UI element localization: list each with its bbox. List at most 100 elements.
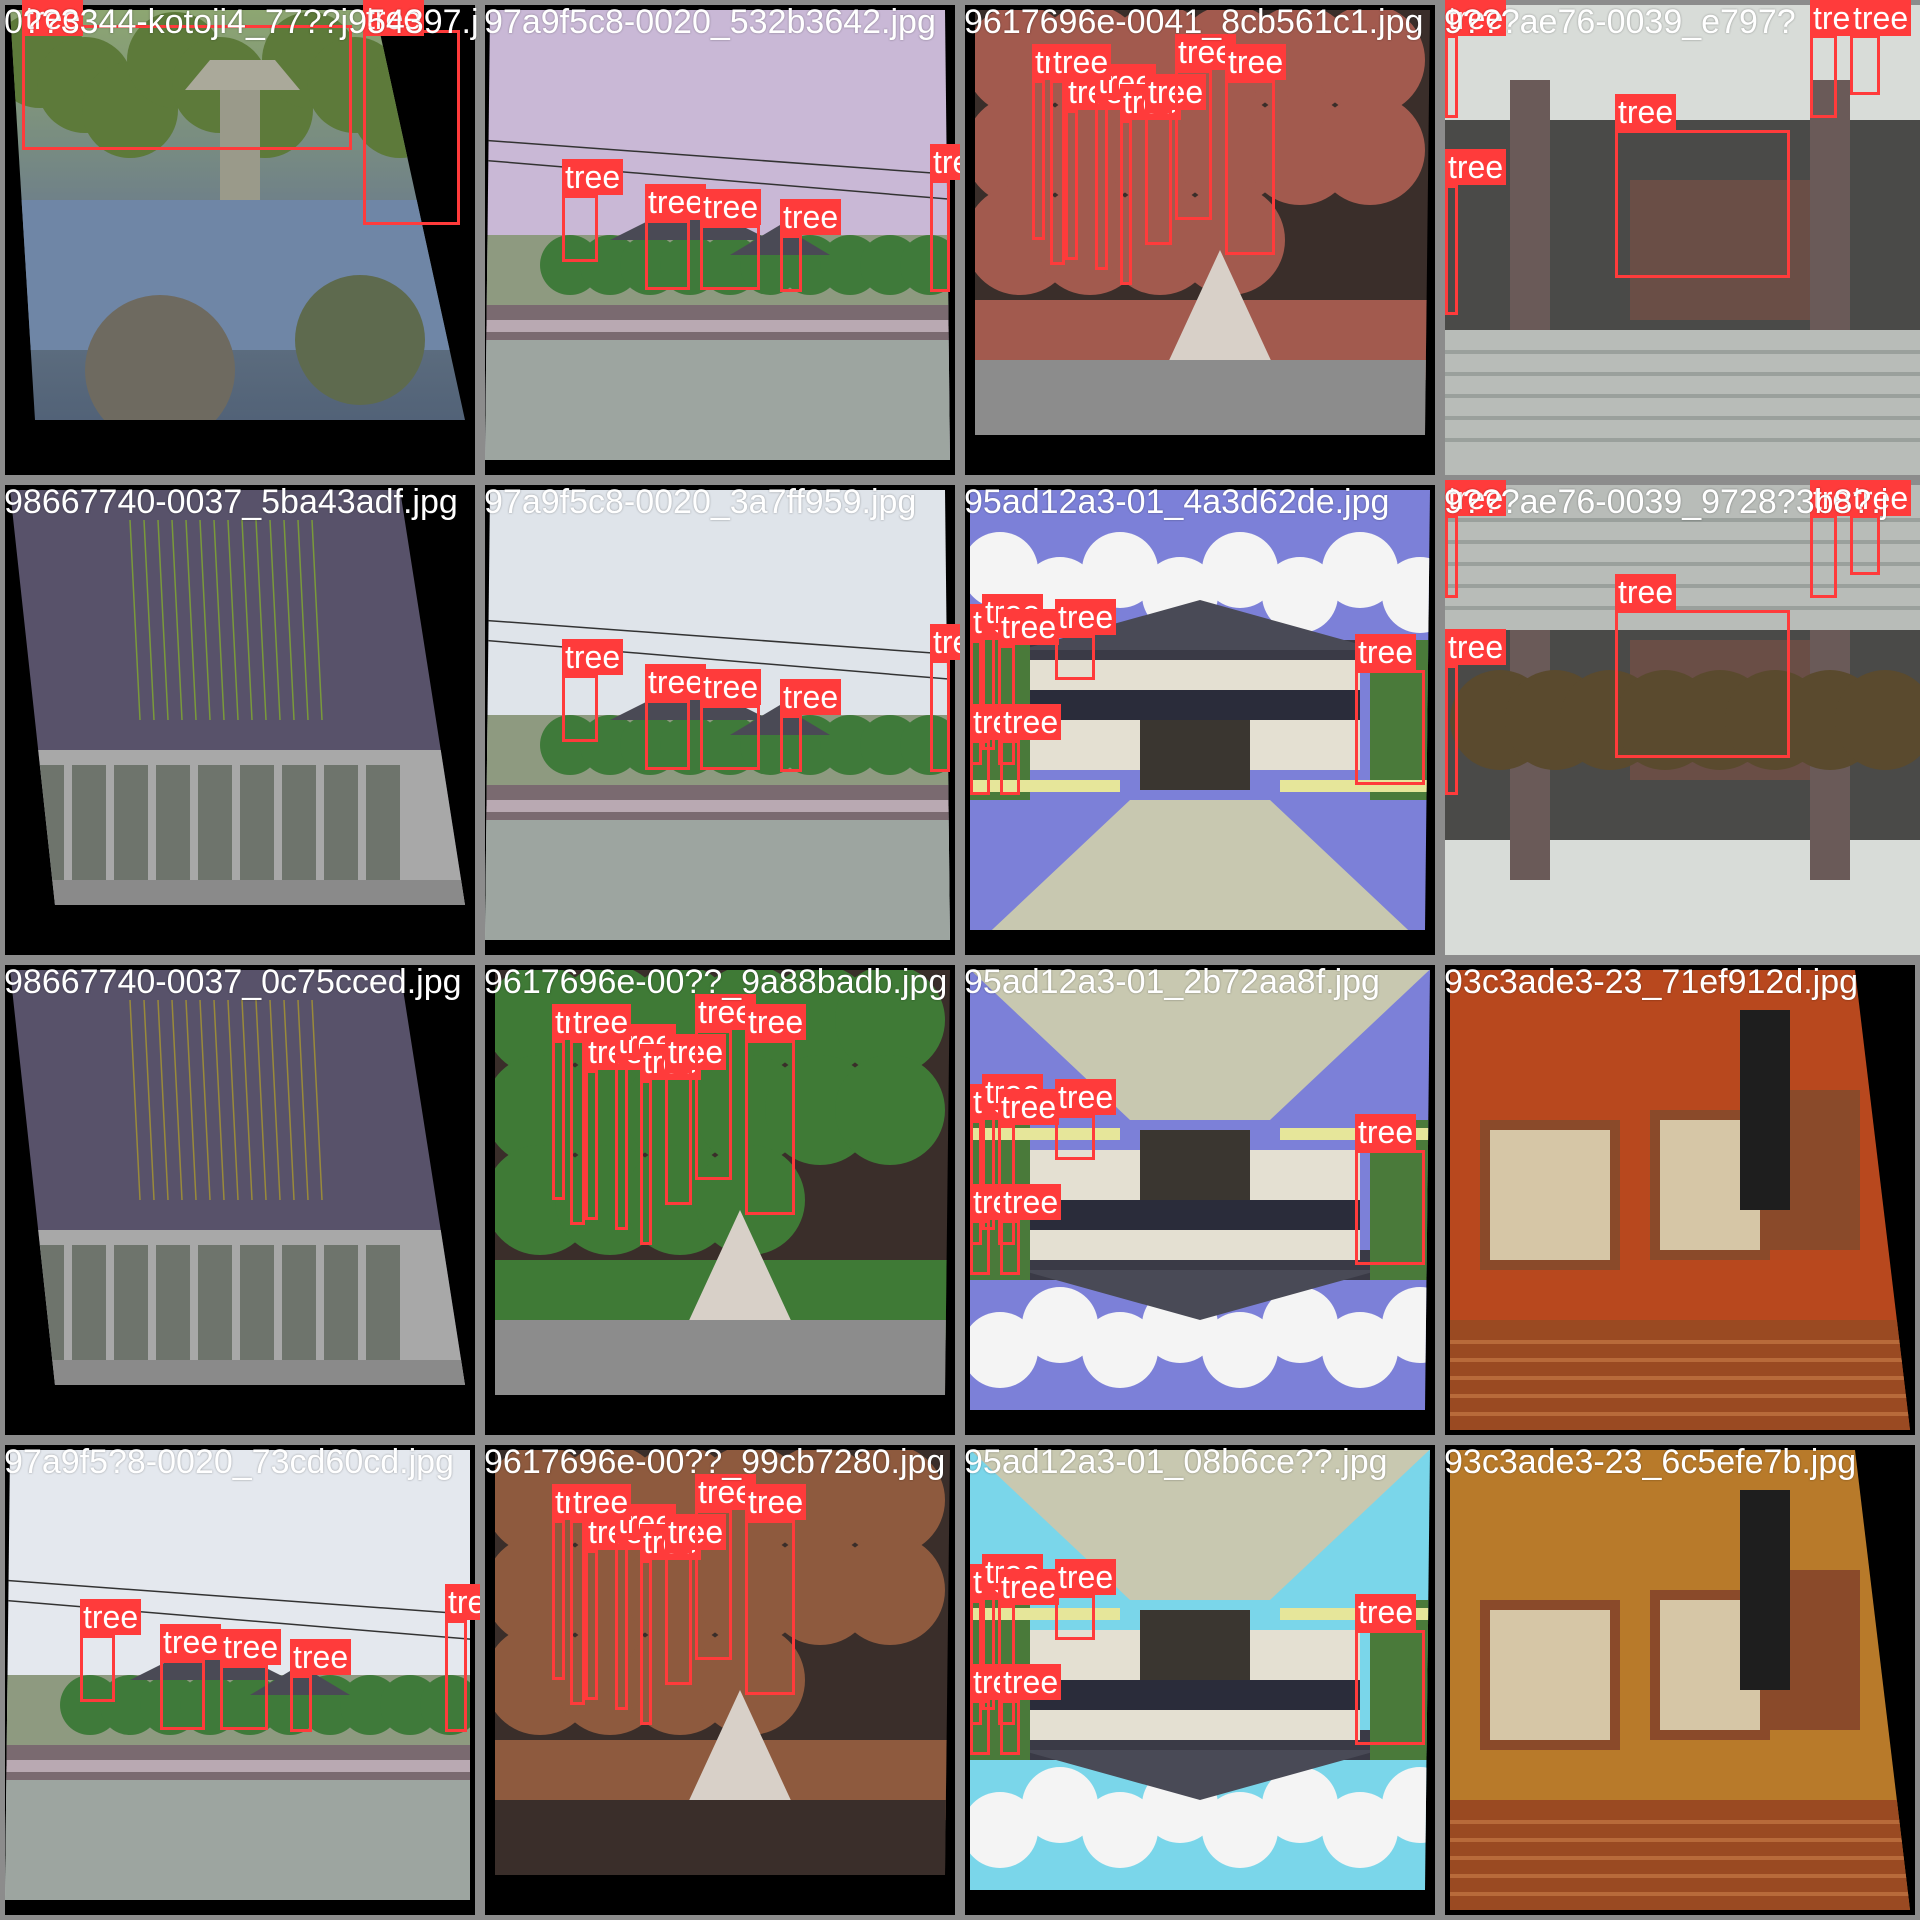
detection-label: tree: [562, 159, 624, 195]
tile-filename: 9617696e-00??_9a88badb.jpg: [484, 963, 948, 1001]
detection-box: [615, 1540, 628, 1710]
tile-photo: [1445, 5, 1920, 475]
detection-label: tree: [1355, 634, 1417, 670]
detection-box: [970, 1700, 990, 1755]
detection-box: [970, 1120, 982, 1245]
tile-filename: 97a9f5c8-0020_532b3642.jpg: [484, 3, 936, 41]
tile-photo: [1445, 485, 1920, 955]
detection-label: tree: [1055, 1559, 1117, 1595]
mosaic-tile: treetreetreetreetreetreetree95ad12a3-01_…: [960, 960, 1440, 1440]
detection-box: [695, 1510, 732, 1660]
detection-box: [700, 705, 760, 770]
detection-label: tree: [1850, 0, 1912, 36]
tile-filename: 98667740-0037_5ba43adf.jpg: [4, 483, 458, 521]
detection-box: [745, 1040, 795, 1215]
detection-box: [1810, 515, 1837, 598]
tile-filename: 9???ae76-0039_9728?3b8?.j: [1444, 483, 1889, 521]
detection-box: [1000, 1700, 1020, 1755]
detection-box: [1445, 35, 1458, 118]
detection-box: [1095, 100, 1108, 270]
detection-box: [1055, 1595, 1095, 1640]
detection-label: tree: [745, 1484, 807, 1520]
tile-photo: [1445, 965, 1915, 1435]
detection-box: [615, 1060, 628, 1230]
detection-box: [1810, 35, 1837, 118]
detection-box: [930, 660, 950, 772]
detection-label: tree: [1000, 704, 1062, 740]
detection-label: tree: [998, 1089, 1060, 1125]
detection-label: tree: [1445, 149, 1507, 185]
detection-box: [1000, 740, 1020, 795]
detection-label: tree: [930, 144, 960, 180]
detection-box: [645, 700, 690, 770]
detection-box: [780, 715, 802, 772]
tile-filename: 97a9f5?8-0020_73cd60cd.jpg: [4, 1443, 454, 1481]
tile-photo: [485, 485, 955, 955]
detection-label: tree: [220, 1629, 282, 1665]
detection-box: [570, 1520, 585, 1705]
detection-box: [745, 1520, 795, 1695]
detection-box: [930, 180, 950, 292]
mosaic-tile: treetreetreetreetreetreetreetree9617696e…: [960, 0, 1440, 480]
detection-box: [1032, 80, 1045, 240]
detection-box: [1355, 670, 1425, 785]
detection-box: [700, 225, 760, 290]
mosaic-tile: treetreetreetreetreetreetree95ad12a3-01_…: [960, 480, 1440, 960]
detection-label: tree: [998, 609, 1060, 645]
mosaic-tile: treetreetreetreetree97a9f5c8-0020_532b36…: [480, 0, 960, 480]
detection-box: [585, 1070, 598, 1220]
detection-box: [1850, 515, 1880, 575]
detection-label: tree: [445, 1584, 480, 1620]
mosaic-tile: 93c3ade3-23_6c5efe7b.jpg: [1440, 1440, 1920, 1920]
mosaic-tile: 98667740-0037_0c75cced.jpg: [0, 960, 480, 1440]
detection-box: [562, 195, 598, 262]
tile-filename: 95ad12a3-01_08b6ce??.jpg: [964, 1443, 1388, 1481]
detection-label: tree: [22, 0, 84, 36]
tile-filename: 9???ae76-0039_e797?: [1444, 3, 1796, 41]
tile-photo: [965, 5, 1435, 475]
detection-box: [970, 1600, 982, 1725]
detection-label: tree: [363, 0, 425, 36]
mosaic-tile: 98667740-0037_5ba43adf.jpg: [0, 480, 480, 960]
detection-box: [970, 640, 982, 765]
mosaic-tile: tree tree tree tree tree 9???ae76-0039_9728?3…: [1440, 480, 1920, 960]
detection-box: [1055, 635, 1095, 680]
tile-filename: 97a9f5c8-0020_3a7ff959.jpg: [484, 483, 917, 521]
detection-box: [1355, 1150, 1425, 1265]
detection-box: [1225, 80, 1275, 255]
detection-box: [640, 1080, 652, 1245]
detection-box: [1615, 610, 1790, 758]
detection-box: [1850, 35, 1880, 95]
mosaic-tile: treetreetreetreetreetreetreetree9617696e…: [480, 1440, 960, 1920]
detection-label: tree: [780, 199, 842, 235]
tile-photo: [5, 485, 475, 955]
detection-label: tree: [780, 679, 842, 715]
detection-box: [1175, 70, 1212, 220]
detection-label: tree: [1000, 1184, 1062, 1220]
detection-label: tree: [1055, 599, 1117, 635]
tile-filename: 9617696e-00??_99cb7280.jpg: [484, 1443, 946, 1481]
tile-filename: 93c3ade3-23_6c5efe7b.jpg: [1444, 1443, 1857, 1481]
detection-box: [445, 1620, 467, 1732]
detection-label: tree: [80, 1599, 142, 1635]
detection-box: [780, 235, 802, 292]
mosaic-tile: treetreetreetreetree97a9f5?8-0020_73cd60…: [0, 1440, 480, 1920]
detection-box: [290, 1675, 312, 1732]
detection-box: [363, 30, 460, 225]
detection-box: [1120, 120, 1132, 285]
detection-box: [1615, 130, 1790, 278]
detection-label: tree: [1445, 629, 1507, 665]
detection-box: [22, 25, 352, 150]
detection-box: [665, 1550, 692, 1685]
mosaic-tile: treetreetreetreetreetreetreetree9617696e…: [480, 960, 960, 1440]
detection-box: [1000, 1220, 1020, 1275]
detection-box: [562, 675, 598, 742]
detection-box: [1445, 665, 1458, 795]
detection-box: [1055, 1115, 1095, 1160]
detection-label: tree: [1615, 574, 1677, 610]
detection-label: tree: [290, 1639, 352, 1675]
tile-filename: 0??3344-kotoji4_77??j954397.jpg: [4, 3, 480, 41]
detection-label: tree: [1000, 1664, 1062, 1700]
detection-box: [970, 1220, 990, 1275]
